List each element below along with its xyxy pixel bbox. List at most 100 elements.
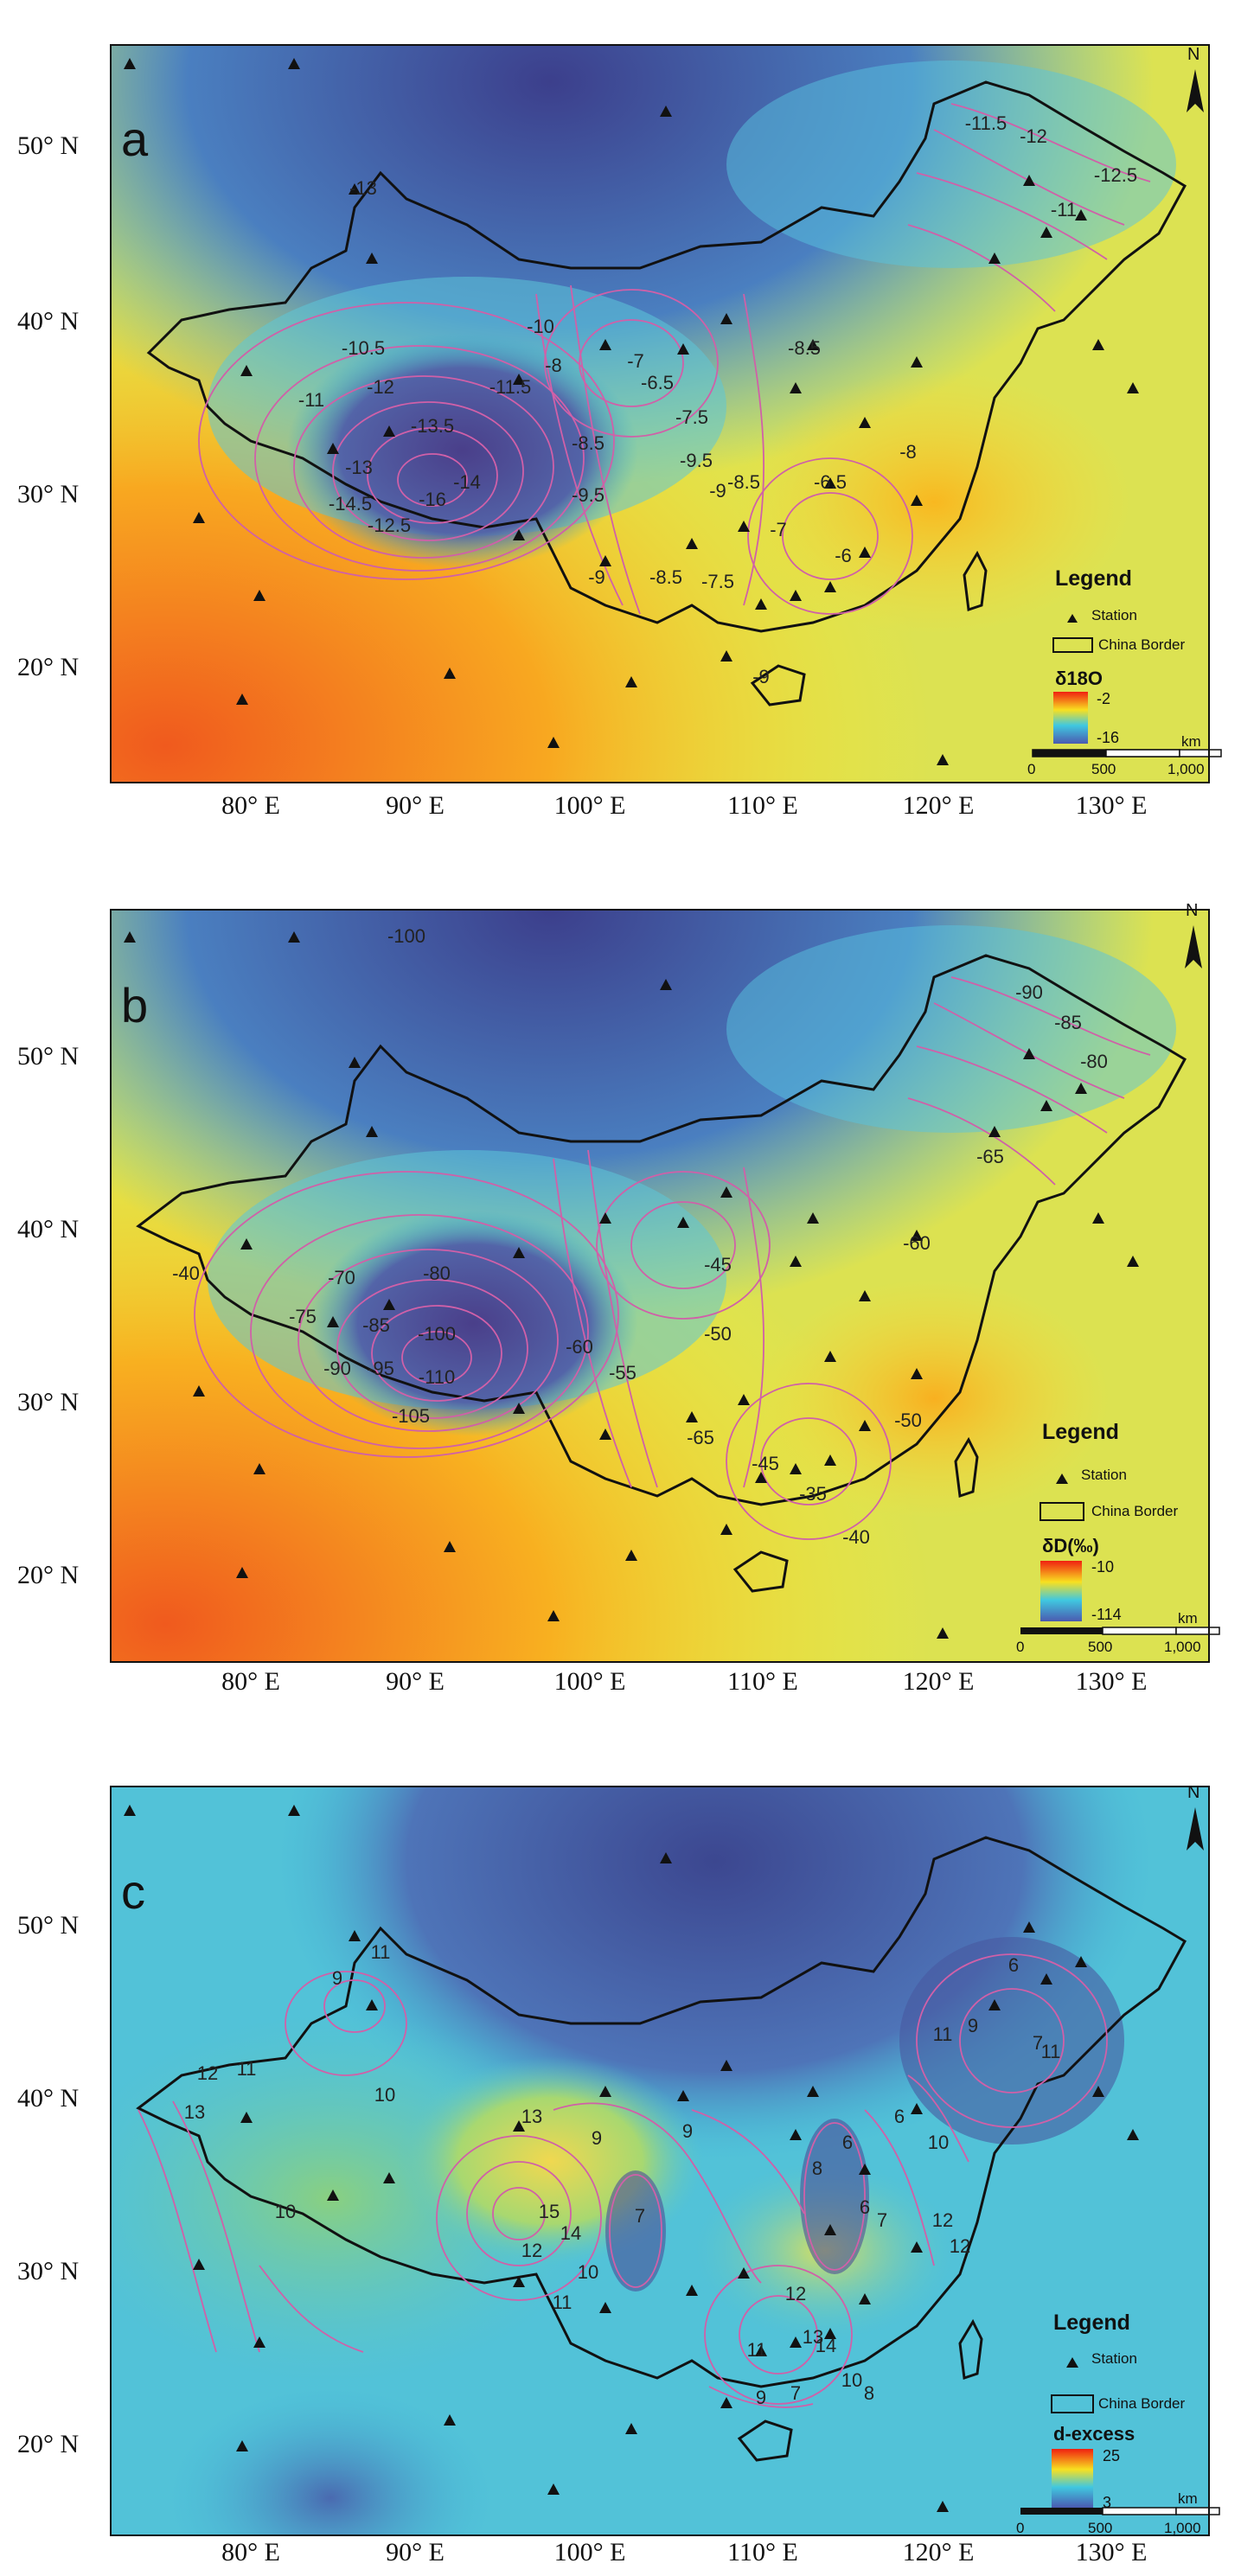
legend-border-swatch [1052,637,1093,653]
contour-label: -40 [842,1526,870,1548]
station-marker [686,2285,698,2296]
x-tick: 130° E [1075,791,1148,820]
x-tick: 100° E [553,2538,626,2566]
station-marker [790,382,802,393]
station-marker [790,2336,802,2348]
station-marker [686,1411,698,1422]
station-marker [859,1420,871,1431]
station-marker [547,737,560,748]
contour-labels-b: -100 -40 -70 -75 -85 -80 -90 -95 -100 -110 -105 -60… [172,925,1108,1548]
contour-label: -65 [687,1427,714,1448]
stations-c [124,1805,1139,2512]
station-marker [988,252,1001,264]
x-tick: 90° E [386,791,445,820]
station-marker [383,1299,395,1310]
station-marker [288,58,300,69]
panel-label: a [121,112,149,166]
contour-label: 12 [785,2283,806,2304]
contour-label: -9.5 [572,484,605,506]
contour-label: -65 [976,1146,1004,1167]
scale-tick: 0 [1027,761,1036,777]
contour-label: -6.5 [641,372,674,393]
legend-border-label: China Border [1098,636,1186,653]
station-marker [937,754,949,765]
station-marker [513,2276,525,2287]
station-marker [444,2414,456,2426]
contour-label: -8.5 [727,471,760,493]
station-marker [599,2302,611,2313]
contour-label: 14 [560,2222,581,2244]
contour-label: 10 [928,2132,949,2153]
contour-label: 9 [968,2015,978,2036]
contour-label: -9.5 [680,450,713,471]
station-marker [236,1567,248,1578]
contour-label: -10 [527,316,554,337]
station-marker [1023,1048,1035,1059]
contour-label: -12.5 [1094,164,1137,186]
station-marker [1092,2086,1104,2097]
station-marker [720,2060,732,2071]
contour-label: -100 [418,1323,456,1345]
stations-a [124,58,1139,765]
station-marker [911,356,923,368]
panel-b: -100 -40 -70 -75 -85 -80 -90 -95 -100 -110 -105 -60… [0,865,1241,1696]
legend-station-label: Station [1091,2350,1137,2367]
station-marker [720,1186,732,1198]
station-marker [988,1126,1001,1137]
station-marker [513,2120,525,2132]
station-marker [824,1351,836,1362]
legend-station-label: Station [1081,1467,1127,1483]
panel-a: -13 -10.5 -11 -12 -13.5 -13 -14.5 -16 -14 -12.5 -1… [0,0,1241,830]
contour-label: -105 [392,1405,430,1427]
station-marker [1040,1973,1052,1985]
legend-station-symbol [1056,1473,1068,1484]
y-tick: 20° N [17,2430,80,2458]
station-marker [253,1463,265,1474]
station-marker [738,1394,750,1405]
station-marker [738,521,750,532]
legend-variable: d-excess [1053,2423,1135,2445]
contour-label: -100 [387,925,425,947]
legend-station-symbol [1067,614,1078,623]
legend-station-label: Station [1091,607,1137,623]
contour-label: -13 [345,457,373,478]
scale-tick: 0 [1016,2520,1025,2536]
legend-title: Legend [1053,2311,1130,2335]
scale-tick: 500 [1088,1639,1113,1655]
legend-colorbar [1052,2449,1093,2508]
station-marker [1023,1921,1035,1933]
contour-label: -7.5 [675,406,708,428]
x-tick: 100° E [553,1667,626,1696]
station-marker [327,443,339,454]
legend-border-label: China Border [1091,1503,1179,1519]
contour-label: -60 [903,1232,931,1254]
contour-label: -14.5 [329,493,372,515]
contour-label: -13 [349,177,377,199]
contour-label: 11 [371,1941,391,1963]
station-marker [327,2189,339,2201]
contour-label: -11 [1051,199,1077,221]
contour-label: -40 [172,1262,200,1284]
contour-label: 13 [803,2326,823,2348]
station-marker [193,1385,205,1397]
north-arrow-icon [1187,69,1204,112]
contour-label: -7.5 [701,571,734,592]
station-marker [937,1627,949,1639]
contour-label: 10 [275,2201,296,2222]
north-label: N [1186,901,1199,920]
contour-label: -110 [419,1366,455,1388]
contour-label: 12 [197,2062,218,2084]
legend-variable: δD(‰) [1042,1535,1099,1556]
station-marker [236,694,248,705]
contour-label: -12 [1020,125,1047,147]
x-tick: 110° E [727,2538,798,2566]
contour-label: -70 [328,1267,355,1288]
contour-label: -35 [799,1483,827,1505]
station-marker [660,105,672,117]
contour-label: -75 [289,1306,317,1327]
legend-max: -10 [1091,1558,1115,1576]
x-tick: 120° E [902,1667,975,1696]
station-marker [738,2267,750,2279]
y-tick: 40° N [17,2084,80,2113]
